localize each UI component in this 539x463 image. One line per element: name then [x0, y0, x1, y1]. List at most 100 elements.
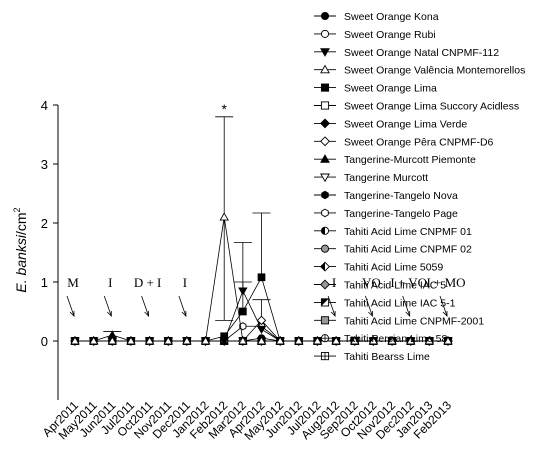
legend-entry: Sweet Orange Rubi: [314, 29, 436, 41]
annotation-arrowhead: [107, 311, 112, 317]
annotation: I: [103, 275, 112, 317]
legend-label: Tahiti Bearss Lime: [344, 351, 430, 363]
y-axis-label-sup: 2: [12, 207, 22, 212]
data-point: [107, 336, 117, 345]
legend-entry: Tahiti Acid Lime CNPMF-2001: [314, 315, 484, 327]
legend-label: Tahiti Acid Lime IAC 5: [344, 280, 446, 292]
legend-entry: Tangerine-Tangelo Nova: [314, 190, 458, 202]
annotation-label: M: [67, 275, 79, 290]
legend-label: Sweet Orange Natal CNPMF-112: [344, 47, 499, 59]
error-bars: *: [103, 101, 271, 336]
data-point: [238, 307, 247, 316]
series-layer: [70, 212, 453, 346]
y-tick-label: 1: [41, 275, 48, 290]
annotation: I + VO: [390, 275, 427, 317]
legend-entry: Sweet Orange Pêra CNPMF-D6: [314, 136, 494, 148]
legend-entry: Tahiti Acid Lime CNPMF 01: [314, 226, 472, 238]
annotation: I: [178, 275, 187, 317]
annotation-arrow: [327, 295, 336, 317]
annotation-label: I: [332, 275, 336, 290]
data-point: [126, 336, 136, 345]
data-point: [320, 279, 330, 290]
annotation-arrowhead: [144, 311, 150, 317]
data-point: [443, 336, 453, 345]
data-point: [256, 336, 267, 345]
legend-entry: Sweet Orange Lima: [314, 83, 437, 95]
data-point: [320, 101, 330, 110]
y-tick-label: 2: [41, 216, 48, 231]
data-point: [144, 336, 155, 345]
data-point: [424, 336, 435, 345]
data-point: [320, 64, 330, 74]
legend-label: Sweet Orange Lima Verde: [344, 118, 467, 130]
data-point: [256, 315, 267, 326]
annotation: I + MO: [426, 275, 466, 317]
legend-entry: Tahiti Acid Lime 5059: [314, 262, 443, 274]
legend-label: Tahiti Acid Lime CNPMF 01: [344, 226, 472, 238]
legend-entry: Sweet Orange Lima Succory Acidless: [314, 101, 519, 113]
legend-label: Tangerine Murcott: [344, 172, 428, 184]
data-point: [321, 190, 329, 200]
legend: Sweet Orange Kona Sweet Orange Rubi Sweet …: [314, 11, 525, 363]
annotation-arrowhead: [69, 311, 75, 317]
annotation-arrowhead: [405, 311, 411, 317]
data-point: [331, 336, 341, 345]
legend-entry: Tahiti Acid Lime IAC 5-1: [314, 297, 456, 309]
data-point: [320, 11, 330, 21]
data-point: [387, 336, 397, 345]
annotation: D + I: [134, 275, 161, 317]
data-point: [320, 352, 330, 361]
legend-entry: Sweet Orange Kona: [314, 11, 439, 23]
data-point: [182, 336, 192, 345]
data-point: [256, 325, 267, 335]
legend-entry: Sweet Orange Natal CNPMF-112: [314, 47, 499, 59]
data-point: [320, 154, 330, 163]
data-point: [294, 336, 304, 345]
legend-entry: Tahiti Bearss Lime: [314, 351, 430, 363]
annotation-label: I + MO: [426, 275, 465, 290]
significance-marker: *: [221, 101, 227, 117]
data-point: [320, 298, 330, 307]
legend-label: Tahiti Acid Lime CNPMF-2001: [344, 315, 484, 327]
annotation-arrow: [141, 295, 149, 317]
data-point: [163, 336, 173, 345]
legend-label: Tahiti Persian Lime 58: [344, 333, 447, 345]
legend-label: Tahiti Acid Lime CNPMF 02: [344, 244, 472, 256]
legend-label: Sweet Orange Pêra CNPMF-D6: [344, 136, 494, 148]
legend-label: Tangerine-Murcott Piemonte: [344, 154, 476, 166]
legend-entry: Tahiti Acid Lime CNPMF 02: [314, 244, 472, 256]
legend-label: Sweet Orange Lima: [344, 83, 437, 95]
annotation-arrow: [439, 295, 448, 317]
annotation: M: [66, 275, 79, 317]
annotation: VO: [362, 275, 381, 317]
series-3: [70, 212, 453, 345]
y-tick-label: 3: [41, 157, 48, 172]
legend-label: Sweet Orange Lima Succory Acidless: [344, 101, 519, 113]
legend-label: Tahiti Acid Lime IAC 5-1: [344, 297, 456, 309]
legend-entry: Tangerine-Murcott Piemonte: [314, 154, 476, 166]
data-point: [406, 336, 416, 345]
data-point: [320, 48, 330, 57]
data-point: [219, 212, 229, 221]
legend-label: Sweet Orange Kona: [344, 11, 439, 23]
data-point: [320, 261, 330, 272]
annotation-arrowhead: [442, 311, 448, 317]
data-point: [320, 334, 330, 343]
legend-entry: Tangerine-Tangelo Page: [314, 208, 458, 220]
annotation-arrow: [365, 295, 373, 317]
legend-label: Sweet Orange Rubi: [344, 29, 436, 41]
legend-label: Sweet Orange Valência Montemorellos: [344, 65, 525, 77]
annotation-label: VO: [362, 275, 381, 290]
data-point: [350, 336, 360, 345]
annotation-arrowhead: [181, 311, 187, 317]
data-point: [320, 29, 330, 38]
y-tick-label: 4: [41, 98, 48, 113]
annotation-arrow: [178, 295, 187, 317]
data-point: [220, 332, 229, 341]
annotation-arrow: [66, 295, 75, 317]
annotation-arrowhead: [368, 311, 373, 317]
data-point: [239, 322, 247, 331]
annotation-label: I: [108, 275, 112, 290]
legend-label: Tangerine-Tangelo Page: [344, 208, 458, 220]
